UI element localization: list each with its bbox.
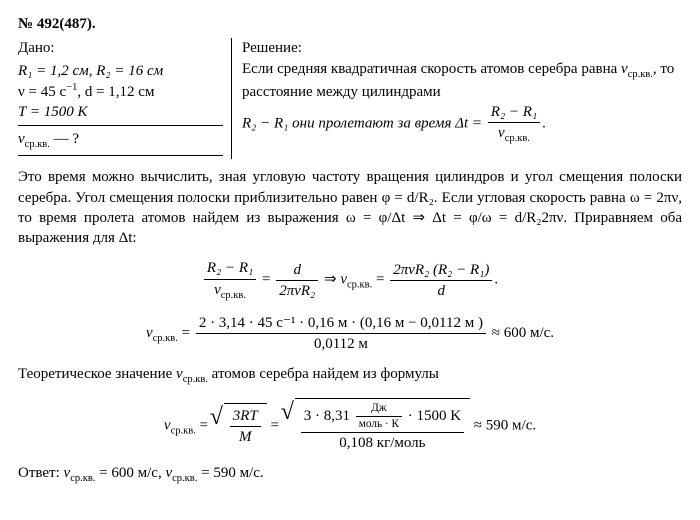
eq: = xyxy=(376,272,388,288)
v: v xyxy=(146,325,153,341)
fraction: 2 · 3,14 · 45 с⁻¹ · 0,16 м · (0,16 м − 0… xyxy=(196,313,486,355)
num: 2 · 3,14 · 45 с⁻¹ · 0,16 м · (0,16 м − 0… xyxy=(196,313,486,334)
v: v xyxy=(340,272,347,288)
v: v xyxy=(164,417,171,433)
fraction: R₂ − R₁ vср.кв. xyxy=(204,258,256,302)
num: R₂ − R₁ xyxy=(204,258,256,279)
period: . xyxy=(494,272,498,288)
val: = 600 м/с, xyxy=(95,465,165,481)
num: d xyxy=(276,260,318,281)
sub: ср.кв. xyxy=(171,425,196,436)
top-block: Дано: R₁ = 1,2 см, R₂ = 16 см ν = 45 с−1… xyxy=(18,38,682,159)
text: атомов серебра найдем из формулы xyxy=(208,366,439,382)
arrow: ⇒ xyxy=(324,272,340,288)
sub: ср.кв. xyxy=(347,280,372,291)
numerator: R₂ − R₁ xyxy=(488,102,540,123)
given-temp: T = 1500 K xyxy=(18,102,223,122)
text: · 1500 K xyxy=(408,408,461,424)
given-question: vср.кв. — ? xyxy=(18,129,223,152)
val: = 590 м/с. xyxy=(197,465,263,481)
fraction: R₂ − R₁ vср.кв. xyxy=(488,102,540,146)
den: vср.кв. xyxy=(204,280,256,303)
v: v xyxy=(214,282,221,298)
v-symbol: v xyxy=(18,131,25,147)
text: Если средняя квадратичная скорость атомо… xyxy=(242,61,621,77)
paragraph-1: Это время можно вычислить, зная угловую … xyxy=(18,167,682,248)
fraction: 2πνR₂ (R₂ − R₁) d xyxy=(390,260,492,302)
paragraph-2: Теоретическое значение vср.кв. атомов се… xyxy=(18,364,682,387)
sub: ср.кв. xyxy=(25,139,50,150)
exp: −1 xyxy=(66,82,77,93)
divider xyxy=(18,155,223,156)
given-text: R₁ = 1,2 см, R₂ = 16 см xyxy=(18,63,163,79)
den: моль · К xyxy=(356,417,402,432)
solution-label: Решение: xyxy=(242,38,682,58)
sub: ср.кв. xyxy=(172,473,197,484)
equation-3: vср.кв. = 3RT M = 3 · 8,31 Дж моль · К ·… xyxy=(18,398,682,454)
eq: = xyxy=(182,325,194,341)
num: 3RT xyxy=(230,406,261,427)
given-label: Дано: xyxy=(18,38,223,58)
equation-2: vср.кв. = 2 · 3,14 · 45 с⁻¹ · 0,16 м · (… xyxy=(18,313,682,355)
fraction: d 2πνR₂ xyxy=(276,260,318,302)
sub: ср.кв. xyxy=(221,290,246,301)
den: 0,108 кг/моль xyxy=(301,433,464,453)
den: 2πνR₂ xyxy=(276,281,318,301)
num: 2πνR₂ (R₂ − R₁) xyxy=(390,260,492,281)
sqrt: 3 · 8,31 Дж моль · К · 1500 K 0,108 кг/м… xyxy=(283,398,470,454)
divider xyxy=(18,125,223,126)
den: d xyxy=(390,281,492,301)
given-column: Дано: R₁ = 1,2 см, R₂ = 16 см ν = 45 с−1… xyxy=(18,38,232,159)
fraction: 3RT M xyxy=(230,406,261,448)
answer-label: Ответ: xyxy=(18,465,64,481)
fraction: 3 · 8,31 Дж моль · К · 1500 K 0,108 кг/м… xyxy=(301,401,464,454)
sub: ср.кв. xyxy=(505,133,530,144)
answer-line: Ответ: vср.кв. = 600 м/с, vср.кв. = 590 … xyxy=(18,463,682,486)
solution-column: Решение: Если средняя квадратичная скоро… xyxy=(232,38,682,159)
sub: ср.кв. xyxy=(628,69,653,80)
v: v xyxy=(176,366,183,382)
unit-fraction: Дж моль · К xyxy=(356,401,402,432)
solution-delta-t: R₂ − R₁ они пролетают за время Δt = R₂ −… xyxy=(242,102,682,146)
text: 3 · 8,31 xyxy=(304,408,354,424)
v: v xyxy=(498,125,505,141)
v: v xyxy=(621,61,628,77)
sub: ср.кв. xyxy=(153,333,178,344)
text: , d = 1,12 см xyxy=(77,84,154,100)
equation-1: R₂ − R₁ vср.кв. = d 2πνR₂ ⇒ vср.кв. = 2π… xyxy=(18,258,682,302)
text: R₂ − R₁ они пролетают за время Δt = xyxy=(242,116,486,132)
eq: = xyxy=(262,272,274,288)
given-r1-r2: R₁ = 1,2 см, R₂ = 16 см xyxy=(18,61,223,81)
solution-intro: Если средняя квадратичная скорость атомо… xyxy=(242,59,682,102)
sub: ср.кв. xyxy=(183,374,208,385)
text: Теоретическое значение xyxy=(18,366,176,382)
period: . xyxy=(542,116,546,132)
sqrt: 3RT M xyxy=(212,403,267,448)
den: M xyxy=(230,427,261,447)
num: Дж xyxy=(356,401,402,417)
qmark: — ? xyxy=(50,131,79,147)
given-nu-d: ν = 45 с−1, d = 1,12 см xyxy=(18,81,223,102)
denominator: vср.кв. xyxy=(488,123,540,146)
den: 0,0112 м xyxy=(196,334,486,354)
text: ν = 45 с xyxy=(18,84,66,100)
result: ≈ 590 м/с. xyxy=(474,417,536,433)
result: ≈ 600 м/с. xyxy=(492,325,554,341)
sub: ср.кв. xyxy=(70,473,95,484)
num: 3 · 8,31 Дж моль · К · 1500 K xyxy=(301,401,464,433)
problem-number: № 492(487). xyxy=(18,14,682,34)
